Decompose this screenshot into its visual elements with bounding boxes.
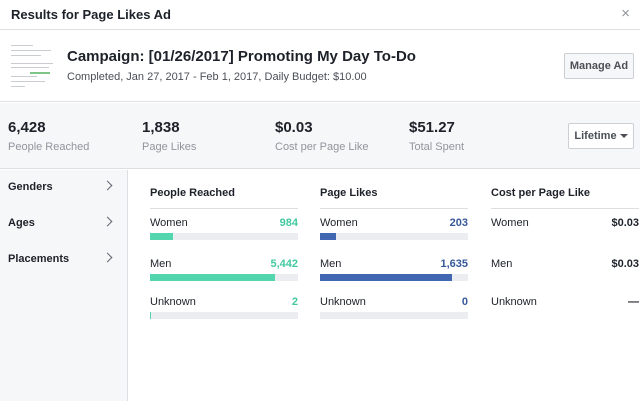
bar-fill xyxy=(150,312,151,319)
column-title: Cost per Page Like xyxy=(491,187,591,199)
sidebar-item-label: Placements xyxy=(8,253,70,265)
row-label: Men xyxy=(150,258,172,270)
breakdown-row-men: Men 5,442 xyxy=(150,258,298,288)
bar-track xyxy=(320,274,468,281)
breakdown-row-women: Women 203 xyxy=(320,217,468,247)
row-label: Women xyxy=(150,217,188,229)
column-divider xyxy=(320,208,468,209)
sidebar-item-label: Genders xyxy=(8,181,53,193)
stats-bar: 6,428 People Reached 1,838 Page Likes $0… xyxy=(0,103,640,169)
dialog-title: Results for Page Likes Ad xyxy=(11,7,171,22)
row-value: 203 xyxy=(449,217,468,229)
bar-fill xyxy=(150,233,173,240)
row-label: Unknown xyxy=(150,296,196,308)
column-title: Page Likes xyxy=(320,187,378,199)
breakdown-row-unknown: Unknown 0 xyxy=(320,296,468,326)
row-label: Women xyxy=(491,217,529,229)
chevron-right-icon xyxy=(102,252,113,263)
caret-down-icon xyxy=(619,134,628,139)
bar-fill xyxy=(150,274,276,281)
stat-value: 6,428 xyxy=(8,119,46,136)
row-value: — xyxy=(628,296,639,308)
stat-value: 1,838 xyxy=(142,119,180,136)
bar-track xyxy=(320,233,468,240)
sidebar-item-placements[interactable]: Placements xyxy=(0,242,128,278)
stat-value: $0.03 xyxy=(275,119,313,136)
stat-value: $51.27 xyxy=(409,119,455,136)
row-label: Unknown xyxy=(491,296,537,308)
stat-total-spent: $51.27 Total Spent xyxy=(409,119,464,153)
chevron-right-icon xyxy=(102,216,113,227)
stat-page-likes: 1,838 Page Likes xyxy=(142,119,196,153)
row-label: Unknown xyxy=(320,296,366,308)
breakdown-row-women: Women $0.03 xyxy=(491,217,639,247)
date-range-label: Lifetime xyxy=(574,130,617,142)
close-icon[interactable]: × xyxy=(621,5,630,22)
breakdown-row-men: Men 1,635 xyxy=(320,258,468,288)
row-label: Women xyxy=(320,217,358,229)
row-label: Men xyxy=(491,258,513,270)
bar-track xyxy=(150,312,298,319)
sidebar-item-genders[interactable]: Genders xyxy=(0,170,128,206)
breakdown-row-men: Men $0.03 xyxy=(491,258,639,288)
bar-track xyxy=(320,312,468,319)
row-value: 1,635 xyxy=(440,258,468,270)
row-value: 984 xyxy=(279,217,298,229)
bar-fill xyxy=(320,274,452,281)
stat-label: Cost per Page Like xyxy=(275,141,369,153)
breakdown-row-women: Women 984 xyxy=(150,217,298,247)
bar-track xyxy=(150,233,298,240)
breakdown-sidebar: Genders Ages Placements xyxy=(0,170,128,401)
breakdown-row-unknown: Unknown — xyxy=(491,296,639,326)
column-title: People Reached xyxy=(150,187,235,199)
sidebar-item-ages[interactable]: Ages xyxy=(0,206,128,242)
ad-preview-thumbnail xyxy=(8,41,58,91)
dialog-header: Results for Page Likes Ad × xyxy=(0,0,640,30)
campaign-summary: Campaign: [01/26/2017] Promoting My Day … xyxy=(0,31,640,102)
campaign-name: Campaign: [01/26/2017] Promoting My Day … xyxy=(67,48,416,65)
breakdown-row-unknown: Unknown 2 xyxy=(150,296,298,326)
column-divider xyxy=(491,208,639,209)
row-label: Men xyxy=(320,258,342,270)
campaign-meta: Completed, Jan 27, 2017 - Feb 1, 2017, D… xyxy=(67,71,367,83)
stat-label: People Reached xyxy=(8,141,90,153)
row-value: $0.03 xyxy=(611,258,639,270)
stat-label: Page Likes xyxy=(142,141,197,153)
stat-label: Total Spent xyxy=(409,141,465,153)
date-range-dropdown[interactable]: Lifetime xyxy=(568,123,634,149)
manage-ad-button[interactable]: Manage Ad xyxy=(564,53,634,79)
row-value: $0.03 xyxy=(611,217,639,229)
sidebar-item-label: Ages xyxy=(8,217,35,229)
row-value: 5,442 xyxy=(270,258,298,270)
stat-people-reached: 6,428 People Reached xyxy=(8,119,89,153)
column-divider xyxy=(150,208,298,209)
stat-cost-per-like: $0.03 Cost per Page Like xyxy=(275,119,369,153)
chevron-right-icon xyxy=(102,180,113,191)
row-value: 0 xyxy=(461,296,468,308)
row-value: 2 xyxy=(291,296,298,308)
bar-track xyxy=(150,274,298,281)
bar-fill xyxy=(320,233,337,240)
